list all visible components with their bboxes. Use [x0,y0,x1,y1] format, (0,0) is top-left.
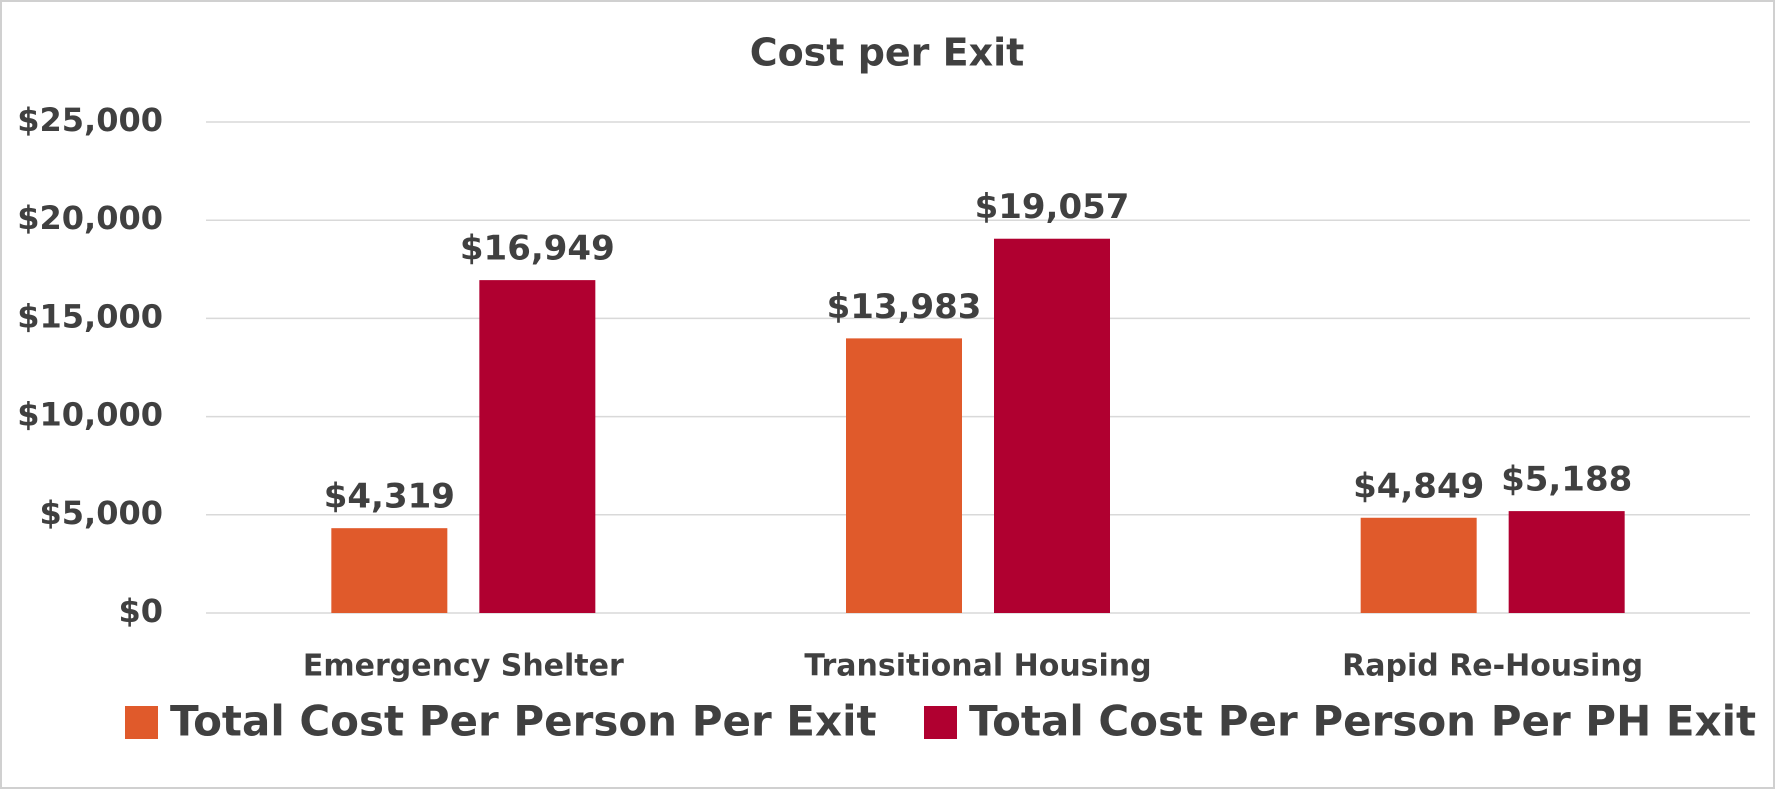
y-tick-label: $0 [118,592,163,630]
value-label: $19,057 [975,187,1130,227]
value-label: $4,849 [1353,466,1484,506]
legend-swatch [125,706,158,739]
x-tick-label: Emergency Shelter [303,649,624,684]
y-tick-label: $15,000 [17,297,163,335]
bar [1508,511,1625,613]
x-tick-label: Transitional Housing [804,649,1151,684]
bar [331,528,448,613]
value-label: $16,949 [460,229,615,269]
x-tick-label: Rapid Re-Housing [1342,649,1643,684]
y-tick-label: $20,000 [17,199,163,237]
y-tick-label: $10,000 [17,396,163,434]
value-label: $13,983 [827,287,982,327]
value-label: $5,188 [1501,460,1632,500]
legend-label: Total Cost Per Person Per Exit [170,697,877,746]
legend-swatch [924,706,957,739]
bar [846,338,962,613]
bar [994,238,1110,613]
chart-title: Cost per Exit [750,31,1025,75]
y-tick-label: $25,000 [17,101,163,139]
legend-label: Total Cost Per Person Per PH Exit [969,697,1756,746]
y-tick-label: $5,000 [40,494,163,532]
bar [479,280,596,613]
value-label: $4,319 [324,477,455,517]
bar [1360,517,1477,613]
